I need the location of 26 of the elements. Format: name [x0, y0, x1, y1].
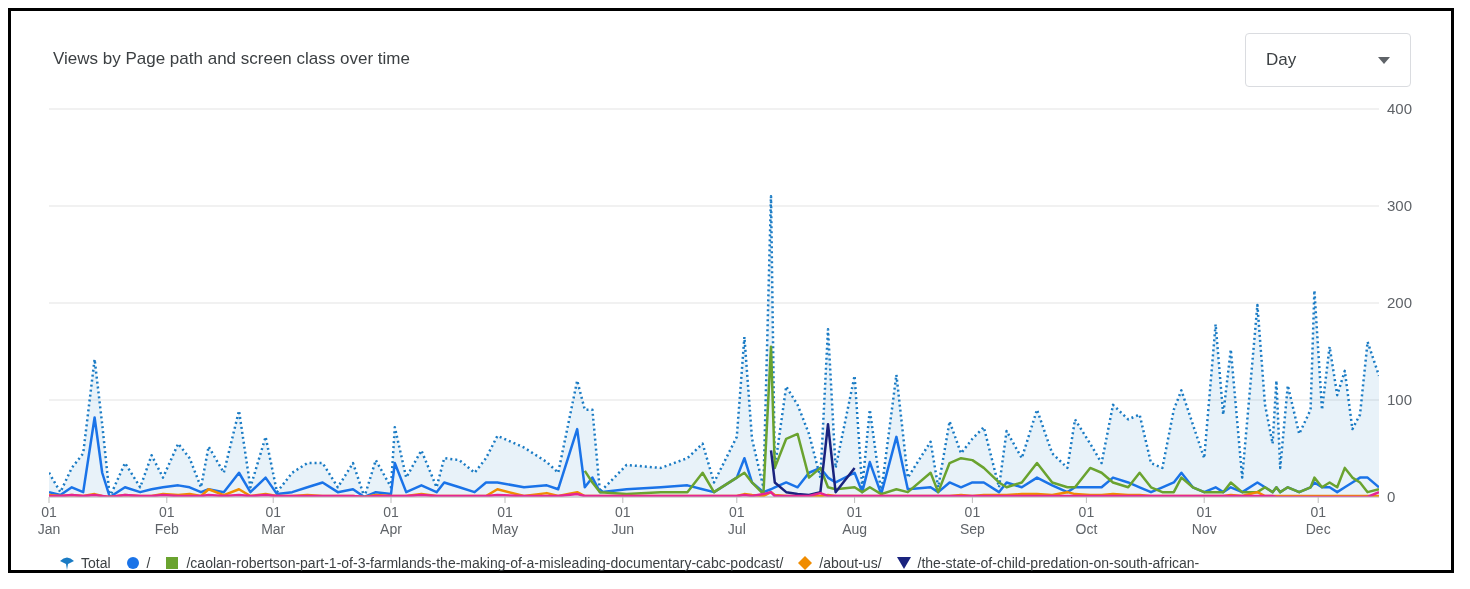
x-tick-label: 01 Aug: [842, 504, 868, 537]
y-tick-label: 300: [1387, 197, 1413, 215]
x-tick-label: 01 May: [491, 504, 519, 537]
legend-label: /the-state-of-child-predation-on-south-african-: [917, 555, 1200, 571]
y-tick-label: 100: [1387, 391, 1413, 409]
x-tick-label: 01 Dec: [1305, 504, 1331, 537]
legend-label: /: [146, 555, 151, 571]
x-tick-label: 01 Oct: [1075, 504, 1098, 537]
y-tick-label: 200: [1387, 294, 1413, 312]
y-tick-label: 400: [1387, 100, 1413, 118]
x-tick-label: 01 Jul: [727, 504, 746, 537]
x-tick-label: 01 Sep: [959, 504, 986, 537]
x-tick-label: 01 Jun: [611, 504, 635, 537]
x-tick-label: 01 Feb: [154, 504, 180, 537]
x-tick-label: 01 Nov: [1191, 504, 1217, 537]
y-tick-label: 0: [1387, 488, 1396, 506]
x-tick-label: 01 Mar: [261, 504, 286, 537]
line-series: [769, 423, 856, 497]
chart-title: Views by Page path and screen class over time: [53, 49, 410, 69]
x-tick-label: 01 Jan: [37, 504, 61, 537]
line-series: [583, 345, 1379, 496]
text: Day: [1266, 50, 1297, 70]
x-tick-label: 01 Apr: [380, 504, 403, 537]
legend-label: /about-us/: [819, 555, 882, 571]
legend-label: Total: [81, 555, 111, 571]
legend-label: /caolan-robertson-part-1-of-3-farmlands-the-making-of-a-misleading-documentary-cabc-podcast/: [186, 555, 784, 571]
